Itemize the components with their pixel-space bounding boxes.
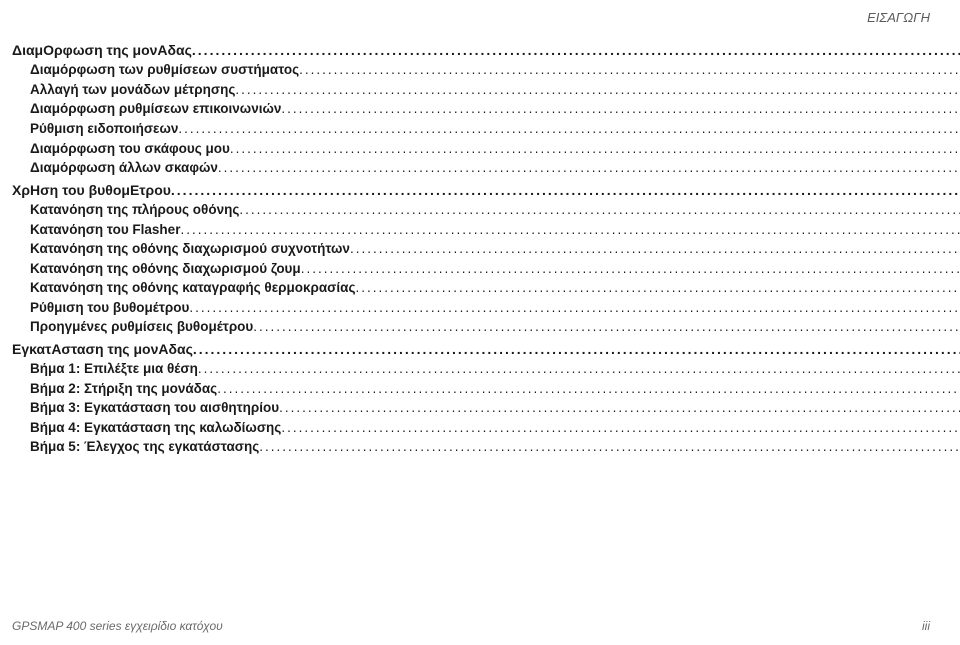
toc-leader-dots: ........................................… xyxy=(218,158,960,178)
toc-leader-dots: ........................................… xyxy=(350,239,960,259)
toc-label: Ρύθμιση ειδοποιήσεων xyxy=(30,119,178,139)
toc-entry: Διαμόρφωση ρυθμίσεων επικοινωνιών.......… xyxy=(12,99,960,119)
toc-label: Βήμα 5: Έλεγχος της εγκατάστασης xyxy=(30,437,259,457)
toc-entry: Κατανόηση της πλήρους οθόνης............… xyxy=(12,200,960,220)
toc-leader-dots: ........................................… xyxy=(193,339,960,359)
toc-entry: Ρύθμιση ειδοποιήσεων....................… xyxy=(12,119,960,139)
toc-label: Αλλαγή των μονάδων μέτρησης xyxy=(30,80,235,100)
toc-leader-dots: ........................................… xyxy=(198,359,960,379)
toc-entry: Αλλαγή των μονάδων μέτρησης.............… xyxy=(12,80,960,100)
footer-page-number: iii xyxy=(922,619,930,633)
toc-label: Κατανόηση της οθόνης διαχωρισμού ζουμ xyxy=(30,259,301,279)
toc-leader-dots: ........................................… xyxy=(355,278,960,298)
toc-entry: Κατανόηση του Flasher...................… xyxy=(12,220,960,240)
toc-entry: Κατανόηση της οθόνης καταγραφής θερμοκρα… xyxy=(12,278,960,298)
toc-leader-dots: ........................................… xyxy=(299,60,960,80)
toc-entry: Κατανόηση της οθόνης διαχωρισμού συχνοτή… xyxy=(12,239,960,259)
toc-label: Διαμόρφωση άλλων σκαφών xyxy=(30,158,218,178)
toc-entry: Βήμα 2: Στήριξη της μονάδας.............… xyxy=(12,379,960,399)
toc-entry: Βήμα 4: Εγκατάσταση της καλωδίωσης......… xyxy=(12,418,960,438)
toc-leader-dots: ........................................… xyxy=(253,317,960,337)
toc-entry: Διαμόρφωση άλλων σκαφών.................… xyxy=(12,158,960,178)
toc-label: Διαμόρφωση του σκάφους μου xyxy=(30,139,230,159)
toc-label: Ρύθμιση του βυθομέτρου xyxy=(30,298,189,318)
toc-heading: ΧρΗση του βυθομΕτρου....................… xyxy=(12,180,960,200)
footer-title: GPSMAP 400 series εγχειρίδιο κατόχου xyxy=(12,619,223,633)
toc-leader-dots: ........................................… xyxy=(189,298,960,318)
toc-entry: Βήμα 5: Έλεγχος της εγκατάστασης........… xyxy=(12,437,960,457)
toc-heading: ΕγκατΑσταση της μονΑδας.................… xyxy=(12,339,960,359)
toc-content: ΔιαμΟρφωση της μονΑδας..................… xyxy=(12,20,930,457)
toc-leader-dots: ........................................… xyxy=(239,200,960,220)
toc-label: ΕγκατΑσταση της μονΑδας xyxy=(12,339,193,359)
toc-label: Βήμα 1: Επιλέξτε μια θέση xyxy=(30,359,198,379)
toc-label: Κατανόηση της οθόνης καταγραφής θερμοκρα… xyxy=(30,278,355,298)
toc-entry: Βήμα 1: Επιλέξτε μια θέση...............… xyxy=(12,359,960,379)
toc-leader-dots: ........................................… xyxy=(192,40,960,60)
toc-label: Διαμόρφωση ρυθμίσεων επικοινωνιών xyxy=(30,99,281,119)
toc-leader-dots: ........................................… xyxy=(281,418,960,438)
toc-label: ΔιαμΟρφωση της μονΑδας xyxy=(12,40,192,60)
toc-leader-dots: ........................................… xyxy=(235,80,960,100)
toc-leader-dots: ........................................… xyxy=(259,437,960,457)
left-column: ΔιαμΟρφωση της μονΑδας..................… xyxy=(12,38,960,457)
section-header: ΕΙΣΑΓΩΓΗ xyxy=(867,10,930,25)
toc-label: Κατανόηση της οθόνης διαχωρισμού συχνοτή… xyxy=(30,239,350,259)
toc-label: Κατανόηση της πλήρους οθόνης xyxy=(30,200,239,220)
toc-leader-dots: ........................................… xyxy=(281,99,960,119)
toc-leader-dots: ........................................… xyxy=(217,379,960,399)
toc-leader-dots: ........................................… xyxy=(279,398,960,418)
toc-leader-dots: ........................................… xyxy=(178,119,960,139)
toc-entry: Ρύθμιση του βυθομέτρου..................… xyxy=(12,298,960,318)
toc-entry: Κατανόηση της οθόνης διαχωρισμού ζουμ...… xyxy=(12,259,960,279)
toc-leader-dots: ........................................… xyxy=(180,220,960,240)
toc-label: Βήμα 3: Εγκατάσταση του αισθητηρίου xyxy=(30,398,279,418)
toc-label: Προηγμένες ρυθμίσεις βυθομέτρου xyxy=(30,317,253,337)
toc-label: Διαμόρφωση των ρυθμίσεων συστήματος xyxy=(30,60,299,80)
page-footer: GPSMAP 400 series εγχειρίδιο κατόχου iii xyxy=(12,619,930,633)
toc-entry: Προηγμένες ρυθμίσεις βυθομέτρου.........… xyxy=(12,317,960,337)
toc-label: Βήμα 2: Στήριξη της μονάδας xyxy=(30,379,217,399)
toc-label: Κατανόηση του Flasher xyxy=(30,220,180,240)
toc-entry: Διαμόρφωση του σκάφους μου..............… xyxy=(12,139,960,159)
toc-leader-dots: ........................................… xyxy=(301,259,960,279)
toc-heading: ΔιαμΟρφωση της μονΑδας..................… xyxy=(12,40,960,60)
toc-entry: Βήμα 3: Εγκατάσταση του αισθητηρίου.....… xyxy=(12,398,960,418)
toc-label: Βήμα 4: Εγκατάσταση της καλωδίωσης xyxy=(30,418,281,438)
toc-label: ΧρΗση του βυθομΕτρου xyxy=(12,180,171,200)
toc-leader-dots: ........................................… xyxy=(171,180,960,200)
toc-entry: Διαμόρφωση των ρυθμίσεων συστήματος.....… xyxy=(12,60,960,80)
toc-leader-dots: ........................................… xyxy=(230,139,960,159)
